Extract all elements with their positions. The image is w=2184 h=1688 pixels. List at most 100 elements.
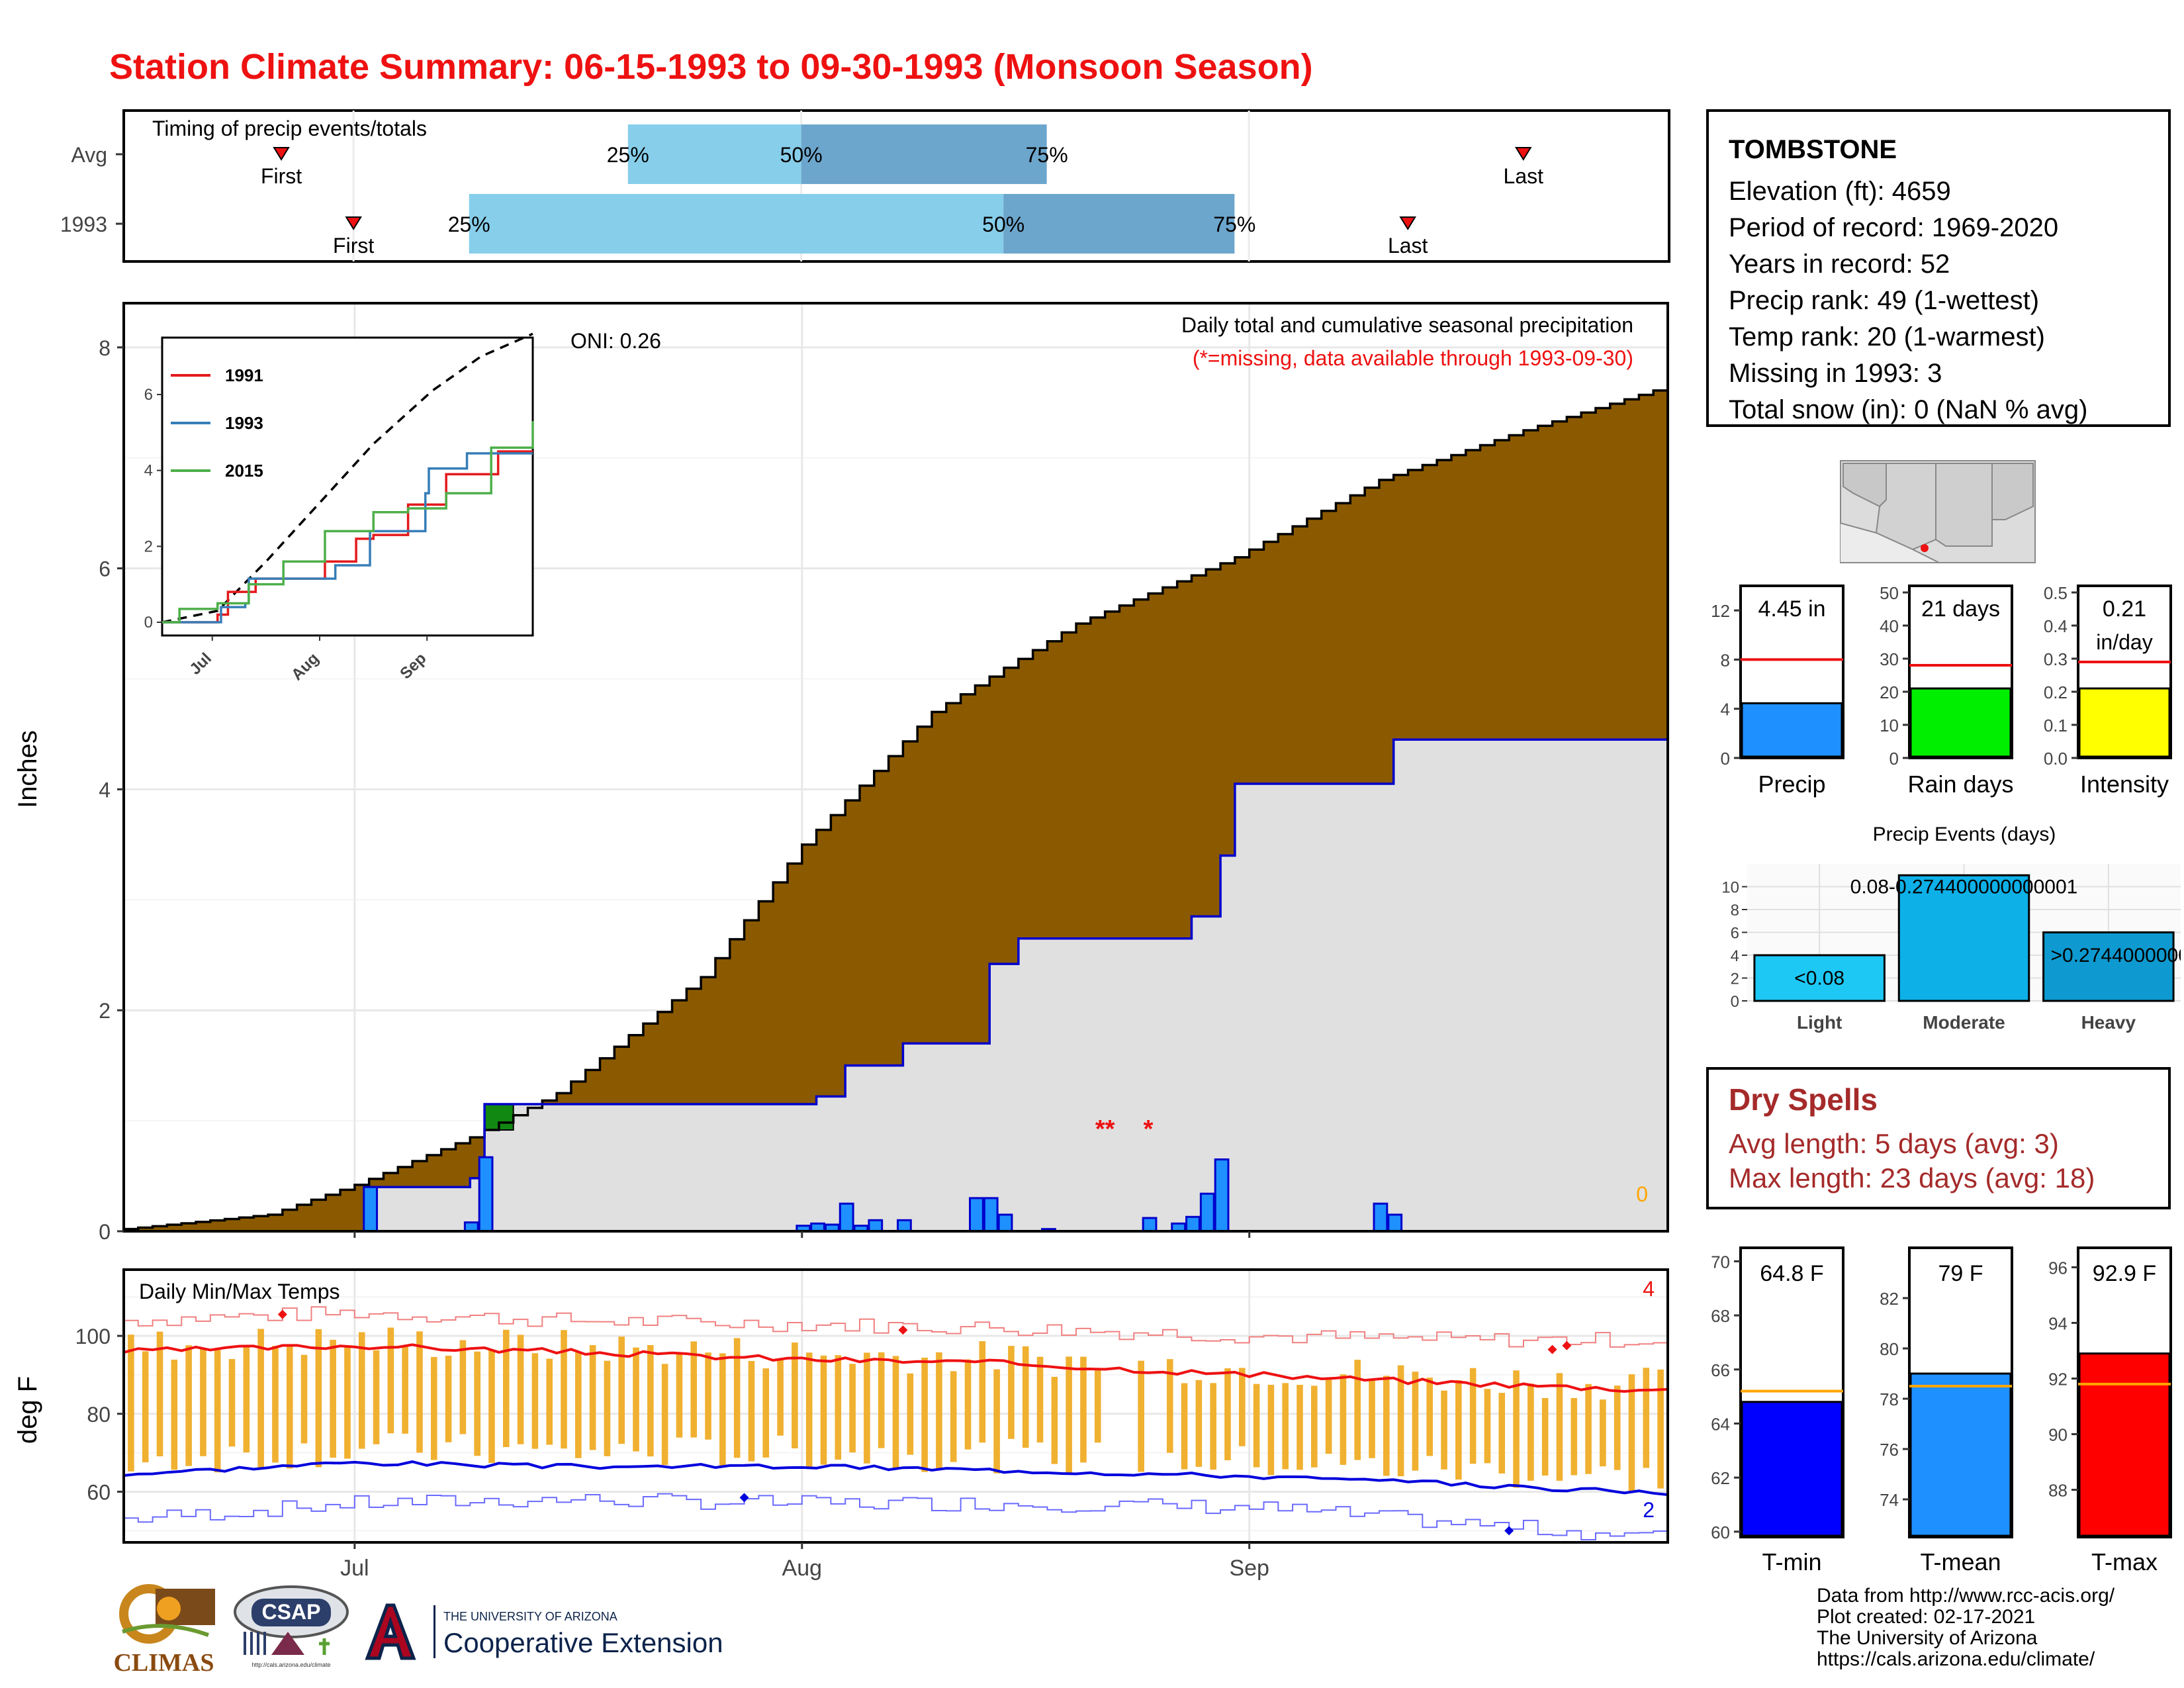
mini-bar-category-label: Rain days bbox=[1907, 771, 2013, 798]
temp-bar-tick-label: 82 bbox=[1880, 1289, 1899, 1309]
temp-bar-tick-label: 62 bbox=[1711, 1468, 1730, 1488]
daily-temp-bar bbox=[1354, 1360, 1361, 1460]
dry-spells-max: Max length: 23 days (avg: 18) bbox=[1729, 1162, 2095, 1194]
missing-marker: * bbox=[1144, 1115, 1154, 1143]
daily-temp-bar bbox=[272, 1346, 279, 1463]
daily-temp-bar bbox=[387, 1327, 394, 1434]
daily-temp-bar bbox=[344, 1346, 351, 1459]
daily-temp-bar bbox=[589, 1345, 596, 1450]
daily-temp-bar bbox=[907, 1373, 914, 1455]
daily-precip-bar bbox=[1387, 1213, 1403, 1233]
climas-logo: CLIMAS bbox=[109, 1582, 218, 1677]
daily-precip-bar bbox=[1142, 1217, 1158, 1233]
temp-bar-tick-label: 92 bbox=[2048, 1369, 2068, 1389]
precip-zero-label: 0 bbox=[1636, 1182, 1648, 1206]
daily-temp-bar bbox=[647, 1344, 654, 1457]
daily-precip-bar bbox=[897, 1219, 912, 1233]
daily-temp-bar bbox=[805, 1352, 813, 1468]
climas-logo-text: CLIMAS bbox=[113, 1649, 214, 1677]
mini-bar-value bbox=[1741, 702, 1843, 758]
temp-bar-tick-label: 68 bbox=[1711, 1306, 1730, 1326]
daily-temp-bar bbox=[517, 1335, 524, 1444]
mini-bar-tick-label: 10 bbox=[1880, 716, 1899, 735]
timing-row-label: Avg bbox=[71, 143, 107, 167]
temp-bar-tick-label: 90 bbox=[2048, 1425, 2068, 1445]
precip-y-tick-label: 8 bbox=[99, 336, 111, 360]
daily-precip-bar bbox=[463, 1221, 479, 1233]
daily-temp-bar bbox=[474, 1351, 480, 1456]
daily-temp-bar bbox=[1426, 1378, 1433, 1456]
temp-y-tick-label: 60 bbox=[87, 1480, 111, 1504]
timing-q75-label: 75% bbox=[1026, 143, 1068, 167]
precip-chart-header: Daily total and cumulative seasonal prec… bbox=[1181, 313, 1633, 337]
daily-temp-bar bbox=[964, 1359, 972, 1450]
daily-temp-bar bbox=[1066, 1356, 1072, 1474]
events-category-label: Moderate bbox=[1923, 1012, 2005, 1033]
mini-bar-category-label: Intensity bbox=[2080, 771, 2169, 798]
temp-x-tick-label: Jul bbox=[340, 1556, 369, 1581]
record-min-line bbox=[124, 1493, 1668, 1540]
mini-bar-value bbox=[2078, 687, 2171, 758]
daily-temp-bar bbox=[200, 1348, 206, 1456]
timing-q50-label: 50% bbox=[780, 143, 823, 167]
temp-bar-value bbox=[1909, 1372, 2012, 1537]
station-elevation: Elevation (ft): 4659 bbox=[1729, 177, 1951, 206]
timing-last-label: Last bbox=[1388, 234, 1428, 258]
location-map bbox=[1840, 460, 2036, 563]
daily-temp-bar bbox=[1570, 1397, 1578, 1476]
events-bar bbox=[1753, 954, 1886, 1002]
station-temp-rank: Temp rank: 20 (1-warmest) bbox=[1729, 322, 2045, 352]
daily-temp-bar bbox=[459, 1340, 467, 1434]
timing-box-lower bbox=[469, 194, 1004, 254]
timing-q25-label: 25% bbox=[607, 143, 649, 167]
inset-y-tick-label: 0 bbox=[144, 614, 153, 632]
daily-temp-bar bbox=[575, 1352, 582, 1458]
ua-line2: Cooperative Extension bbox=[443, 1627, 723, 1658]
mini-bar-tick-label: 0.1 bbox=[2044, 716, 2068, 735]
temp-chart: 60 80 100 Jul Aug Sep deg F Daily Min/Max Temps… bbox=[13, 1268, 1669, 1581]
precip-y-axis-label: Inches bbox=[13, 730, 42, 808]
ua-line1: THE UNIVERSITY OF ARIZONA bbox=[443, 1610, 617, 1623]
csap-logo-text: CSAP bbox=[261, 1600, 321, 1624]
daily-temp-bar bbox=[1614, 1385, 1621, 1470]
station-snow: Total snow (in): 0 (NaN % avg) bbox=[1729, 395, 2088, 424]
precip-y-tick-label: 2 bbox=[99, 999, 111, 1023]
temp-bar-tick-label: 60 bbox=[1711, 1523, 1730, 1542]
ua-logo: THE UNIVERSITY OF ARIZONA Cooperative Ex… bbox=[361, 1602, 758, 1662]
daily-temp-bar bbox=[936, 1352, 942, 1470]
daily-temp-bar bbox=[979, 1341, 986, 1443]
first-marker-icon bbox=[345, 216, 362, 230]
daily-precip-bar bbox=[1373, 1202, 1388, 1233]
daily-temp-bar bbox=[690, 1341, 698, 1438]
daily-temp-bar bbox=[719, 1353, 726, 1467]
daily-temp-bar bbox=[1051, 1376, 1058, 1464]
daily-temp-bar bbox=[1657, 1369, 1664, 1489]
daily-temp-bar bbox=[1484, 1389, 1491, 1464]
daily-temp-bar bbox=[373, 1350, 380, 1444]
daily-temp-bar bbox=[1297, 1385, 1303, 1470]
daily-temp-bar bbox=[1080, 1356, 1087, 1463]
daily-temp-bar bbox=[1412, 1372, 1419, 1471]
inset-y-tick-label: 4 bbox=[144, 462, 153, 480]
mini-bar-tick-label: 0.4 bbox=[2044, 616, 2068, 636]
tmean-bar-chart: 74 76 78 80 82 79 F T-mean bbox=[1880, 1246, 2013, 1575]
mini-bar-value-label: 4.45 in bbox=[1758, 596, 1825, 622]
station-missing: Missing in 1993: 3 bbox=[1729, 359, 1942, 388]
events-bar-label: >0.274400000000001 bbox=[2051, 945, 2184, 966]
events-y-tick-label: 10 bbox=[1721, 879, 1739, 897]
daily-temp-bar bbox=[1253, 1383, 1260, 1468]
station-period: Period of record: 1969-2020 bbox=[1729, 213, 2059, 242]
daily-precip-bar bbox=[839, 1202, 854, 1233]
daily-temp-bar bbox=[531, 1353, 539, 1449]
station-location-marker bbox=[1921, 544, 1929, 552]
daily-temp-bar bbox=[171, 1359, 178, 1470]
oni-label: ONI: 0.26 bbox=[570, 329, 661, 353]
inset-y-tick-label: 2 bbox=[144, 538, 153, 555]
daily-temp-bar bbox=[1267, 1384, 1275, 1476]
daily-temp-bar bbox=[445, 1355, 452, 1442]
daily-temp-bar bbox=[1181, 1383, 1188, 1470]
inset-legend-label: 1993 bbox=[225, 413, 263, 433]
daily-temp-bar bbox=[1527, 1383, 1534, 1481]
timing-q25-label: 25% bbox=[448, 212, 490, 236]
daily-precip-bar bbox=[868, 1219, 884, 1233]
